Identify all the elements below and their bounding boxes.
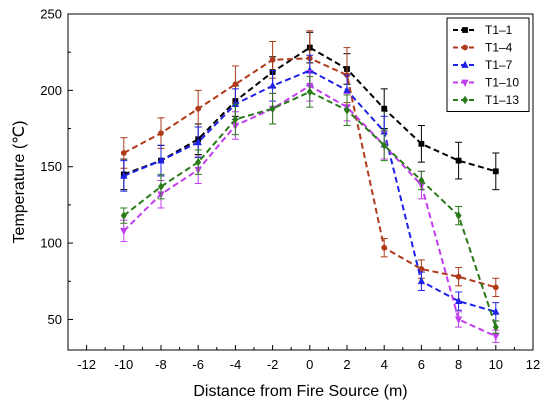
legend-item: T1–10 — [453, 76, 519, 90]
y-tick-label: 150 — [40, 159, 62, 174]
data-point — [381, 244, 388, 251]
x-tick-label: -6 — [192, 357, 204, 372]
legend-item: T1–1 — [453, 23, 513, 37]
plot-frame — [67, 13, 534, 351]
x-tick-label: 8 — [455, 357, 462, 372]
legend-label: T1–13 — [485, 93, 519, 107]
data-point — [195, 105, 202, 112]
data-point — [232, 115, 239, 124]
legend-label: T1–10 — [485, 76, 519, 90]
data-point — [120, 171, 128, 179]
x-tick-label: 10 — [489, 357, 503, 372]
series-line — [123, 69, 497, 313]
series-line — [123, 90, 497, 328]
data-point — [158, 182, 164, 191]
data-point — [343, 85, 351, 94]
data-point — [232, 81, 239, 88]
x-tick-label: -4 — [230, 357, 242, 372]
data-point — [194, 137, 202, 146]
y-axis: 50 100 150 200 250 — [40, 7, 73, 327]
data-point — [306, 87, 313, 97]
data-point — [120, 227, 128, 236]
y-tick-label: 200 — [40, 83, 62, 98]
y-axis-title: Temperature (℃) — [11, 121, 28, 244]
x-tick-label: -8 — [155, 357, 167, 372]
plot-marks — [120, 30, 500, 343]
legend-marker — [461, 79, 469, 87]
data-point — [381, 141, 388, 150]
legend: T1–1 T1–4 T1–7 T1–10 T1–13 — [446, 17, 530, 112]
data-point — [492, 322, 499, 332]
data-point — [418, 140, 425, 147]
x-tick-label: -2 — [267, 357, 279, 372]
series-4 — [120, 70, 500, 343]
data-point — [418, 176, 425, 185]
data-point — [492, 284, 499, 291]
series-line — [123, 46, 497, 176]
data-point — [454, 296, 463, 305]
legend-label: T1–1 — [485, 23, 513, 37]
x-tick-label: 12 — [526, 357, 540, 372]
data-point — [417, 276, 426, 285]
x-tick-label: -12 — [77, 357, 96, 372]
legend-label: T1–7 — [485, 58, 513, 72]
y-tick-label: 100 — [40, 236, 62, 251]
series-line — [123, 84, 497, 338]
x-tick-label: 6 — [418, 357, 425, 372]
data-point — [454, 316, 463, 324]
data-point — [120, 211, 127, 220]
data-point — [120, 150, 127, 156]
x-tick-label: 4 — [381, 357, 388, 372]
x-axis: -12 -10 -8 -6 -4 -2 0 2 4 6 8 10 12 — [77, 345, 540, 372]
data-point — [455, 211, 462, 220]
y-tick-label: 250 — [40, 7, 62, 22]
data-point — [269, 56, 276, 63]
series-5 — [120, 76, 500, 334]
data-point — [455, 273, 462, 280]
x-axis-title: Distance from Fire Source (m) — [193, 383, 407, 400]
data-point — [269, 104, 276, 113]
data-point — [492, 333, 500, 341]
legend-marker — [462, 27, 468, 33]
x-tick-label: 0 — [306, 357, 313, 372]
x-tick-label: -10 — [114, 357, 133, 372]
legend-marker — [462, 44, 468, 51]
legend-item: T1–7 — [453, 58, 513, 72]
legend-item: T1–13 — [453, 93, 519, 107]
data-point — [492, 307, 500, 315]
data-point — [344, 106, 350, 115]
data-point — [381, 105, 388, 112]
data-point — [455, 157, 462, 164]
legend-box — [446, 17, 530, 112]
data-point — [195, 157, 202, 167]
data-point — [158, 130, 164, 137]
data-point — [157, 156, 165, 164]
y-tick-label: 50 — [48, 312, 62, 327]
legend-item: T1–4 — [453, 41, 513, 55]
legend-marker — [461, 60, 469, 68]
data-point — [492, 168, 499, 175]
legend-label: T1–4 — [485, 41, 513, 55]
legend-marker — [462, 95, 468, 105]
data-point — [268, 81, 277, 89]
x-tick-label: 2 — [343, 357, 350, 372]
